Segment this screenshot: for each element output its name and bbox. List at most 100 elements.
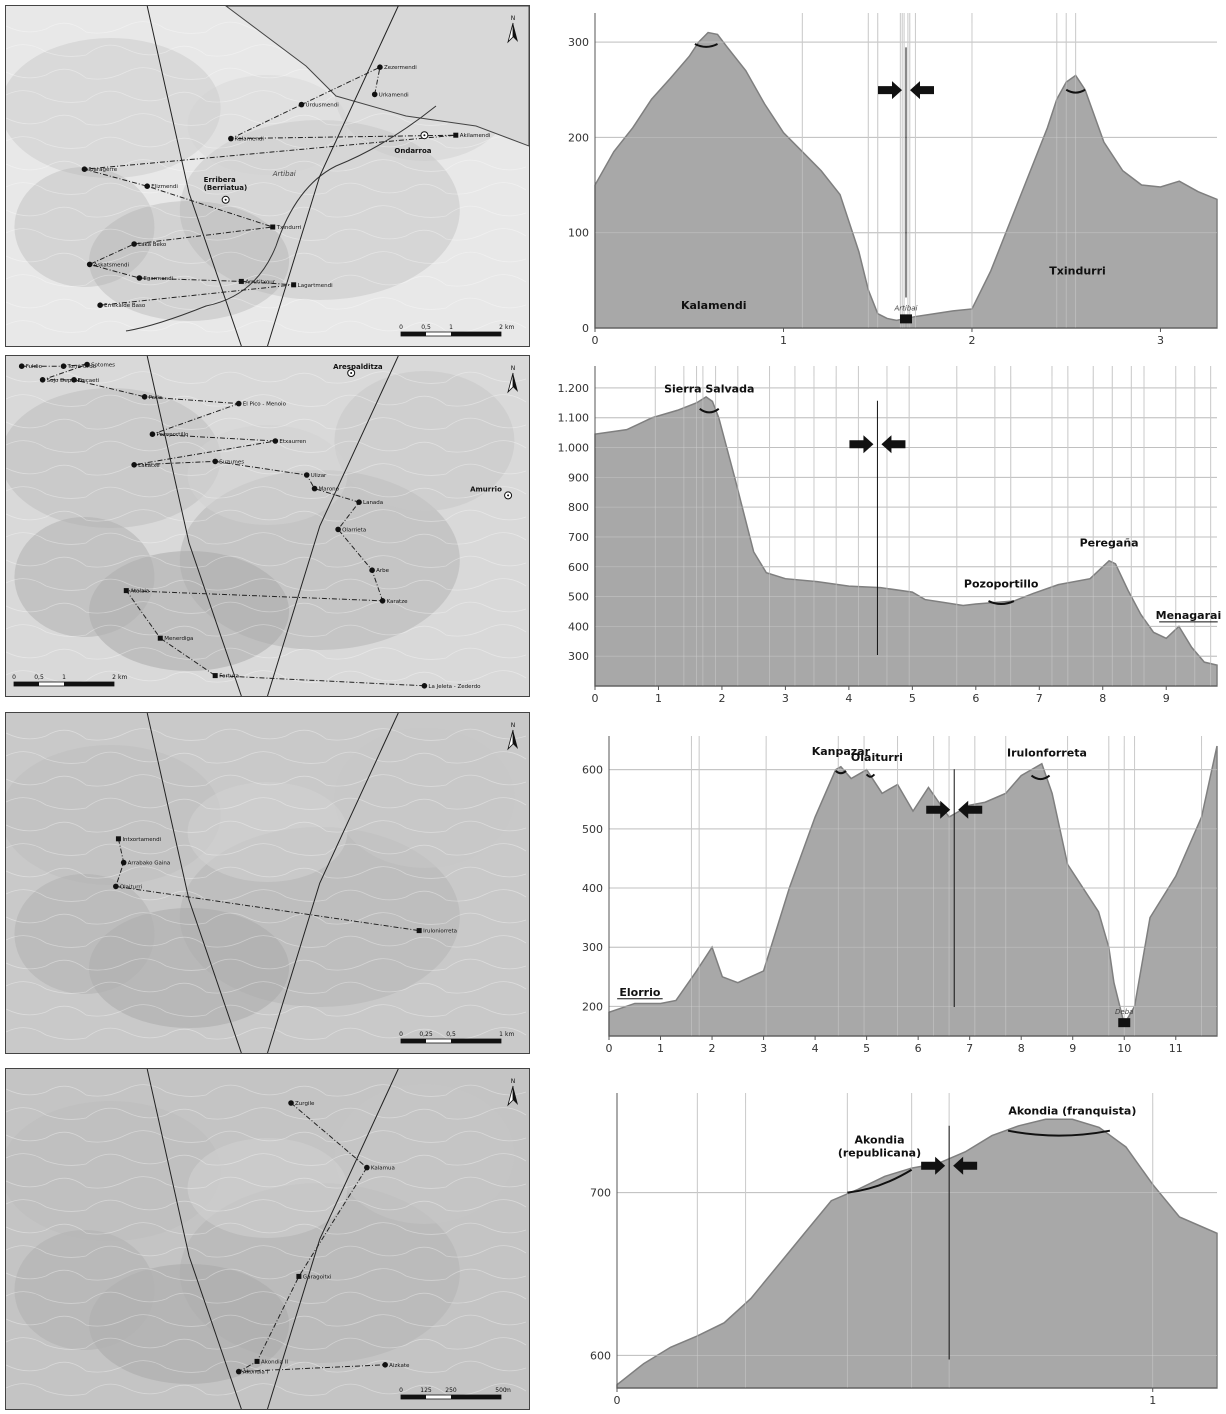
position-label: Atalaia [130,589,149,595]
terrain-line-6 [6,159,527,172]
position-label: Errekalde Baso [104,303,146,309]
scale-label: 0 [399,1387,403,1394]
terrain-line-2 [6,774,527,787]
profile-chart-2: 0 1 2 3 4 5 6 7 8 9 300 400 500 600 700 800 900 1.000 1.10… [545,358,1221,708]
scale-bar-segment [451,1039,501,1043]
front-line [21,364,425,687]
terrain-line-13 [6,1027,527,1040]
terrain-line-10 [6,958,527,971]
x-tick-label: 5 [863,1042,870,1055]
boundary-line-1 [267,6,399,346]
scale-bar-segment [451,1395,501,1399]
river-label: Artibai [272,170,296,178]
position-marker [131,241,137,247]
chart-svg: 0 1 2 3 4 5 6 7 8 9 10 11 200 300 400 500 600 KanpazarOla… [582,736,1218,1055]
peak-label: Txindurri [1049,265,1106,278]
terrain-line-13 [6,1383,527,1396]
position-marker [84,361,90,368]
arrow-left-icon [910,81,934,100]
scale-bar-segment [401,1039,426,1043]
town-label: Ondarroa [394,147,431,155]
hillshade-5 [14,1230,155,1350]
boundary-line-1 [267,713,399,1053]
position-label: Lagartmendi [298,283,333,289]
y-tick-label: 0 [582,322,589,335]
terrain-line-13 [6,670,527,683]
position-label: Zezermendi [384,65,417,71]
x-tick-label: 6 [915,1042,922,1055]
boundary-line-0 [146,356,242,696]
position-marker [377,64,383,70]
terrain-line-9 [6,228,527,241]
hillshade-4 [187,425,348,525]
position-label: Ducaeti [78,378,100,384]
x-tick-label: 4 [812,1042,819,1055]
position-label: Arrutitxour [245,279,275,285]
x-tick-label: 9 [1069,1042,1076,1055]
scale-label: 125 [420,1387,432,1394]
arrow-left-icon [958,800,983,819]
terrain-line-8 [6,555,527,568]
x-tick-label: 3 [760,1042,767,1055]
position-label: Marono [319,487,340,493]
position-label: Egarmendi [143,276,173,282]
x-tick-label: 2 [718,692,725,705]
hillshade-0 [6,1101,221,1241]
terrain-line-0 [6,1084,527,1097]
x-tick-label: 1 [657,1042,664,1055]
position-label: Akondia I [243,1370,269,1376]
profile-chart-4: 0 1 600 700 Akondia (republicana) Akondia (fra… [545,1085,1221,1410]
x-tick-label: 8 [1018,1042,1025,1055]
trench-mark [865,773,876,778]
arrow-right-icon [878,81,902,100]
terrain-line-4 [6,820,527,833]
x-tick-label: 0 [606,1042,613,1055]
x-tick-label: 7 [1036,692,1043,705]
position-label: Arrabako Gaina [128,861,171,867]
scale-bar-segment [401,1395,426,1399]
position-marker [272,438,279,444]
position-marker [369,567,375,573]
hillshade-3 [334,728,515,868]
artibai-river [125,105,437,332]
north-arrow-icon-fill [513,23,518,42]
scale-label: 0,25 [419,1031,433,1038]
position-label: Intxortamendi [122,837,161,843]
terrain-line-7 [6,532,527,545]
terrain-line-8 [6,1268,527,1281]
elevation-area [608,745,1218,1037]
terrain-line-12 [6,297,527,310]
y-tick-label: 500 [582,823,603,836]
y-tick-label: 300 [568,650,589,663]
x-tick-label: 8 [1099,692,1106,705]
position-marker [238,278,244,284]
position-marker [60,363,67,369]
position-marker [416,928,422,934]
y-tick-label: 900 [568,471,589,484]
position-marker [71,377,77,383]
scale-label: km [505,324,514,331]
position-label: Olarrieta [342,527,366,533]
town-symbol-dot [507,494,510,497]
x-tick-label: 0 [592,334,599,347]
y-tick-label: 1.200 [558,382,590,395]
trench-mark [847,1168,913,1194]
peak-label: Elorrio [619,986,660,999]
chart-svg: 0 1 2 3 4 5 6 7 8 9 300 400 500 600 700 800 900 1.000 1.10… [558,366,1221,705]
position-marker [212,673,218,679]
position-label: Akilamendi [460,133,491,139]
position-label: Lanada [363,500,383,506]
position-label: Ibaragerre [88,167,117,173]
position-marker [113,883,119,890]
position-label: Etxaurren [279,439,306,445]
elevation-area [616,1118,1218,1389]
terrain-line-4 [6,1176,527,1189]
position-marker [141,394,148,400]
position-label: Torre Ordo [67,364,97,370]
hillshade-3 [334,371,515,511]
x-tick-label: 0 [592,692,599,705]
position-marker [298,101,305,108]
x-tick-label: 2 [968,334,975,347]
chart-svg: 0 1 2 3 0 100 200 300 Kalamendi Txindurri Artibai [568,13,1218,347]
